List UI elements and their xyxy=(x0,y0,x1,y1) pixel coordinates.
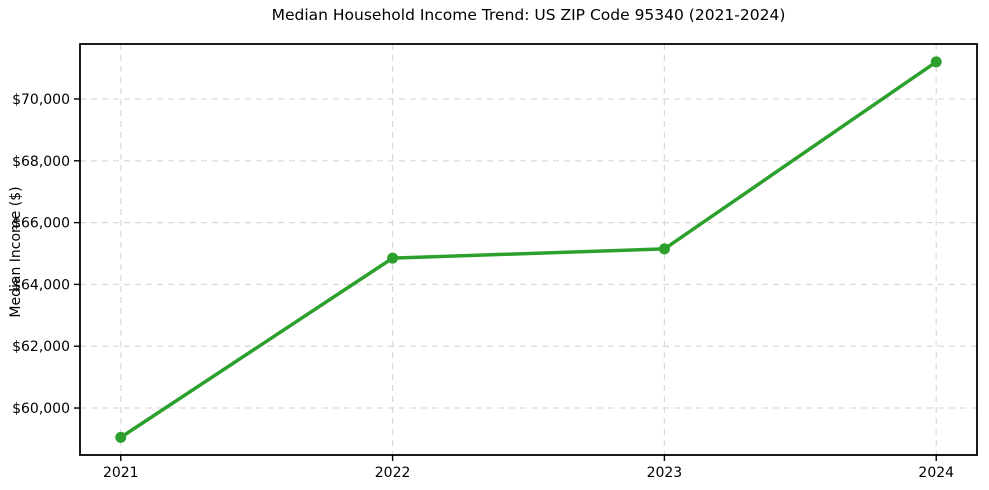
trend-line xyxy=(119,60,938,440)
data-point-marker xyxy=(930,56,942,68)
x-tick-label: 2024 xyxy=(918,465,954,481)
y-tick-label: $60,000 xyxy=(12,401,70,417)
y-tick-label: $68,000 xyxy=(12,154,70,170)
y-tick-label: $66,000 xyxy=(12,216,70,232)
x-tick-label: 2023 xyxy=(647,465,683,481)
x-tick-label: 2021 xyxy=(103,465,139,481)
data-point-marker xyxy=(115,431,127,443)
x-tick-label: 2022 xyxy=(375,465,411,481)
data-point-marker xyxy=(658,243,670,255)
data-point-marker xyxy=(387,252,399,264)
y-tick-label: $64,000 xyxy=(12,277,70,293)
plot-frame xyxy=(79,43,978,456)
chart-title: Median Household Income Trend: US ZIP Co… xyxy=(271,6,786,24)
y-tick-label: $70,000 xyxy=(12,92,70,108)
y-tick-label: $62,000 xyxy=(12,339,70,355)
